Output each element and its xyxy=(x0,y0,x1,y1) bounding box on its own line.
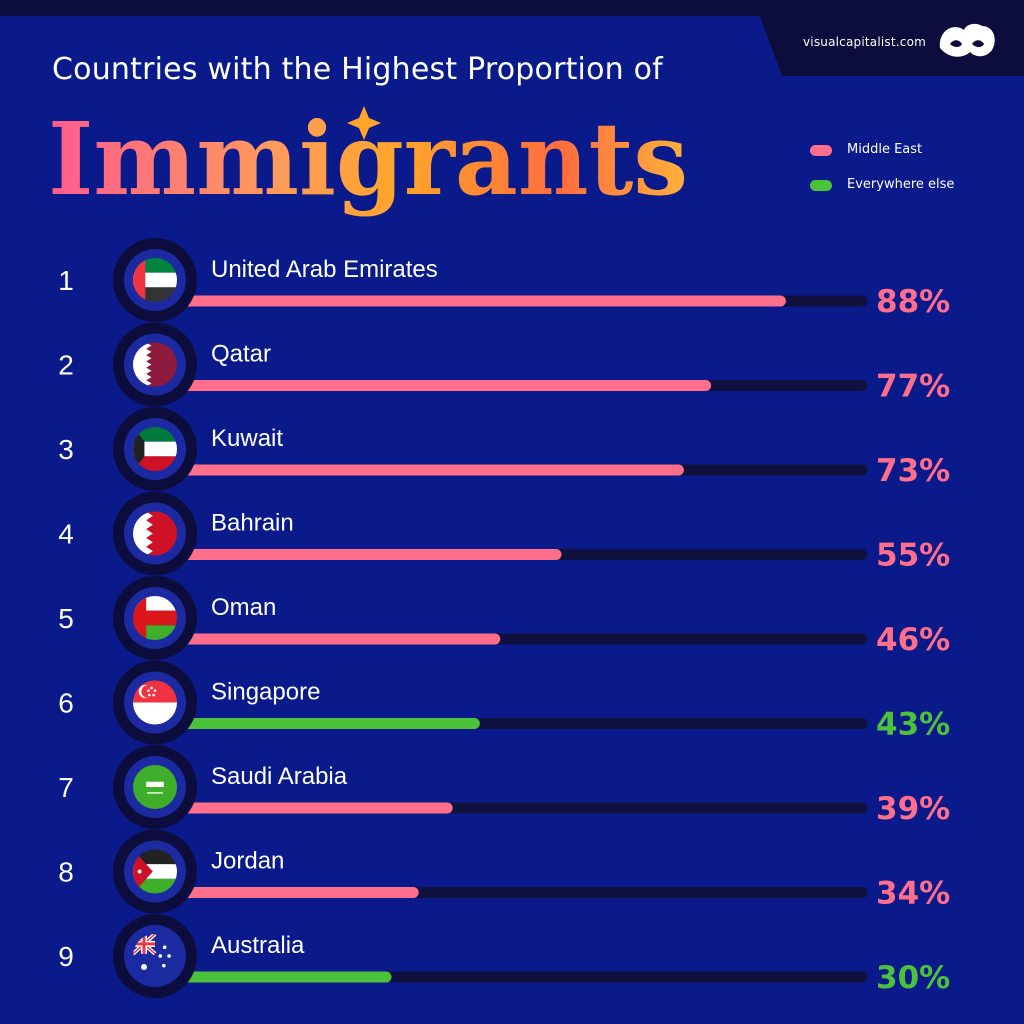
rank-jordan: 8 xyxy=(58,857,74,888)
singapore-flag-icon xyxy=(133,680,177,725)
uae-flag-icon xyxy=(133,258,177,302)
oman-flag-icon xyxy=(133,596,177,640)
value-label-kuwait: 73% xyxy=(876,453,950,489)
rank-singapore: 6 xyxy=(58,688,74,719)
country-label-bahrain: Bahrain xyxy=(211,510,294,537)
legend-swatch-middle-east xyxy=(810,145,832,156)
rank-kuwait: 3 xyxy=(58,434,74,465)
brand-logo-icon xyxy=(939,23,995,57)
value-label-oman: 46% xyxy=(876,622,950,658)
rank-united-arab-emirates: 1 xyxy=(58,265,74,296)
legend-label-middle-east: Middle East xyxy=(847,142,923,157)
rank-oman: 5 xyxy=(58,603,74,634)
saudi-arabia-flag-icon xyxy=(133,765,177,809)
value-label-bahrain: 55% xyxy=(876,538,950,574)
page-title: Countries with the Highest Proportion of xyxy=(52,52,663,87)
country-label-oman: Oman xyxy=(211,594,276,621)
country-label-united-arab-emirates: United Arab Emirates xyxy=(211,256,438,283)
country-label-qatar: Qatar xyxy=(211,341,271,368)
value-label-singapore: 43% xyxy=(876,707,950,743)
qatar-flag-icon xyxy=(133,342,177,387)
value-label-australia: 30% xyxy=(876,960,950,996)
rank-qatar: 2 xyxy=(58,350,74,381)
rank-australia: 9 xyxy=(58,941,74,972)
country-label-kuwait: Kuwait xyxy=(211,425,283,452)
kuwait-flag-icon xyxy=(133,427,177,471)
brand-text[interactable]: visualcapitalist.com xyxy=(803,35,927,49)
title-immigrants: Immigrants xyxy=(48,100,688,218)
country-label-australia: Australia xyxy=(211,932,305,959)
value-label-qatar: 77% xyxy=(876,369,950,405)
value-label-saudi-arabia: 39% xyxy=(876,791,950,827)
rank-saudi-arabia: 7 xyxy=(58,772,74,803)
legend-label-everywhere-else: Everywhere else xyxy=(847,177,955,192)
australia-flag-icon xyxy=(133,934,177,978)
value-label-jordan: 34% xyxy=(876,876,950,912)
jordan-flag-icon xyxy=(133,849,177,894)
sparkle-icon xyxy=(347,106,381,140)
value-label-united-arab-emirates: 88% xyxy=(876,284,950,320)
country-label-singapore: Singapore xyxy=(211,679,320,706)
legend-swatch-everywhere-else xyxy=(810,180,832,191)
bahrain-flag-icon xyxy=(133,511,177,556)
rank-bahrain: 4 xyxy=(58,519,74,550)
country-label-jordan: Jordan xyxy=(211,848,284,875)
country-label-saudi-arabia: Saudi Arabia xyxy=(211,763,348,790)
